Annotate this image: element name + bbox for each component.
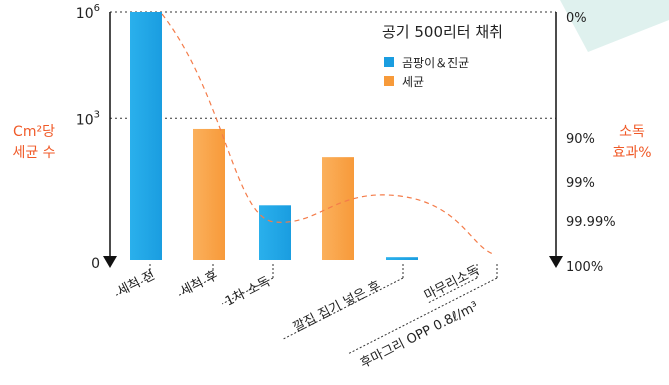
- category-label-5: 후마그리 OPP 0.8ℓ/m³: [358, 299, 481, 372]
- y2-tick-0: 0%: [566, 11, 587, 26]
- bar-fungi-4: [386, 257, 418, 260]
- left-axis-ticks: 0 103 106: [76, 3, 100, 272]
- left-axis-arrow: [103, 256, 117, 268]
- bar-bacteria-3: [322, 157, 354, 260]
- y2-tick-2: 99%: [566, 176, 595, 191]
- legend-swatch-fungi: [384, 57, 394, 67]
- y2-tick-3: 99.99%: [566, 215, 616, 230]
- bars: [130, 12, 418, 260]
- y2-axis-label-line1: 소독: [619, 124, 645, 140]
- gridlines: [110, 11, 556, 119]
- decor-shape: [560, 0, 669, 52]
- cat-underline-0: [114, 277, 151, 297]
- bar-fungi-2: [259, 205, 291, 260]
- category-label-0: 세척 전: [115, 268, 157, 300]
- y2-tick-1: 90%: [566, 132, 595, 147]
- cat-underline-3: [282, 277, 404, 340]
- category-label-3: 깔집 집기 넣은 후: [291, 279, 383, 336]
- y-axis-label-line2: 세균 수: [12, 145, 55, 161]
- cat-underline-5: [347, 277, 498, 355]
- category-label-4: 마무리소독: [422, 263, 482, 304]
- y-axis-label-line1: Cm²당: [13, 124, 55, 140]
- cat-underline-2: [221, 277, 274, 305]
- y-tick-1: 103: [76, 109, 100, 128]
- legend-swatch-bacteria: [384, 76, 394, 86]
- y-tick-2: 106: [76, 3, 100, 22]
- category-label-1: 세척 후: [178, 268, 220, 300]
- chart-title: 공기 500리터 채취: [382, 23, 503, 41]
- bar-fungi-0: [130, 12, 162, 260]
- y-tick-0: 0: [91, 256, 100, 272]
- cat-underline-4: [427, 277, 478, 304]
- right-axis-arrow: [549, 256, 563, 268]
- legend-label-bacteria: 세균: [402, 75, 424, 89]
- category-label-2: 1차 소독: [223, 274, 273, 309]
- bar-bacteria-1: [193, 128, 225, 260]
- legend-label-fungi: 곰팡이＆진균: [402, 56, 469, 70]
- y2-tick-4: 100%: [566, 260, 603, 275]
- cat-underline-1: [177, 277, 214, 297]
- y2-axis-label-line2: 효과%: [612, 145, 651, 161]
